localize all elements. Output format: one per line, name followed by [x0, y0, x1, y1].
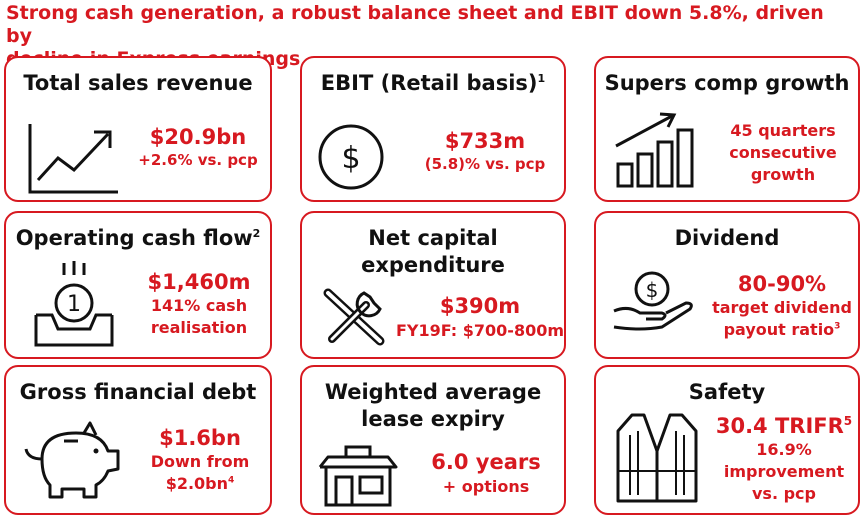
- card-net-capital-expenditure: Net capital expenditure $390m FY19F: $70…: [300, 211, 566, 359]
- card-detail-2: $2.0bn4: [130, 473, 270, 495]
- svg-text:$: $: [341, 141, 360, 176]
- slide-title-line-1: Strong cash generation, a robust balance…: [6, 2, 824, 47]
- card-title: Weighted average lease expiry: [302, 379, 564, 433]
- card-value: $1.6bn: [159, 426, 241, 450]
- card-detail-1: Down from: [150, 452, 250, 471]
- card-safety: Safety 30.4 TRIFR5 16.9% improvement vs.…: [594, 365, 860, 515]
- footnote-ref: 1: [537, 72, 546, 85]
- card-value-block: 80-90% target dividend payout ratio3: [704, 271, 860, 341]
- card-detail-3: vs. pcp: [752, 484, 816, 503]
- card-detail-2-text: $2.0bn: [165, 474, 229, 493]
- card-detail-2: consecutive: [729, 143, 837, 162]
- card-value-block: 45 quarters consecutive growth: [706, 120, 860, 186]
- card-value-text: 30.4 TRIFR: [715, 414, 844, 438]
- svg-text:1: 1: [67, 292, 81, 317]
- card-supers-comp-growth: Supers comp growth 45 quarters consecuti…: [594, 56, 860, 202]
- card-title: Operating cash flow2: [6, 225, 270, 252]
- card-title: Total sales revenue: [23, 71, 253, 95]
- growth-bar-chart-icon: [615, 112, 694, 188]
- card-title: Gross financial debt: [19, 380, 257, 404]
- card-title: Supers comp growth: [604, 71, 850, 95]
- card-detail-2: realisation: [150, 318, 248, 337]
- card-detail-2-text: payout ratio: [723, 320, 835, 339]
- card-detail-2: payout ratio3: [704, 319, 860, 341]
- card-detail-2: improvement: [723, 462, 845, 481]
- dollar-coin-icon: $: [318, 124, 384, 190]
- card-dividend: Dividend $ 80-90% target dividend payout…: [594, 211, 860, 359]
- card-detail: + options: [442, 477, 530, 496]
- card-value: 80-90%: [737, 272, 827, 296]
- card-value: $733m: [444, 129, 526, 153]
- card-detail-1: target dividend: [712, 298, 852, 317]
- safety-vest-icon: [616, 413, 698, 503]
- card-title: EBIT (Retail basis)1: [302, 70, 564, 97]
- card-value: 6.0 years: [431, 450, 541, 474]
- card-value-block: $1,460m 141% cash realisation: [128, 269, 270, 339]
- card-title-text: Operating cash flow: [15, 226, 253, 250]
- card-total-sales-revenue: Total sales revenue $20.9bn +2.6% vs. pc…: [4, 56, 272, 202]
- card-value-block: 6.0 years + options: [406, 449, 566, 499]
- card-title-line-1: Weighted average: [324, 380, 542, 404]
- card-value-block: 30.4 TRIFR5 16.9% improvement vs. pcp: [708, 413, 860, 505]
- card-value: $1,460m: [147, 270, 251, 294]
- card-value: $390m: [439, 294, 521, 318]
- card-value: $20.9bn: [149, 125, 247, 149]
- card-title: Safety: [688, 380, 766, 404]
- card-value-block: $20.9bn +2.6% vs. pcp: [126, 124, 270, 170]
- growth-line-chart-icon: [28, 124, 118, 194]
- card-title-text: EBIT (Retail basis): [320, 71, 538, 95]
- card-detail-1: 16.9%: [756, 440, 812, 459]
- card-ebit: EBIT (Retail basis)1 $ $733m (5.8)% vs. …: [300, 56, 566, 202]
- card-detail: (5.8)% vs. pcp: [424, 155, 546, 173]
- card-detail: +2.6% vs. pcp: [138, 151, 258, 169]
- card-value-block: $733m (5.8)% vs. pcp: [404, 128, 566, 174]
- card-value-block: $390m FY19F: $700-800m: [394, 293, 566, 343]
- footnote-ref: 5: [843, 414, 853, 428]
- footnote-ref: 3: [834, 321, 841, 332]
- piggy-bank-icon: [24, 421, 120, 499]
- card-title: Dividend: [674, 226, 780, 250]
- card-value-block: $1.6bn Down from $2.0bn4: [130, 425, 270, 495]
- wrench-screwdriver-icon: [323, 288, 385, 346]
- card-title-line-2: expenditure: [361, 253, 505, 277]
- card-detail: FY19F: $700-800m: [395, 321, 565, 340]
- card-gross-financial-debt: Gross financial debt $1.6bn Down from $2…: [4, 365, 272, 515]
- card-detail-3: growth: [750, 165, 816, 184]
- svg-text:$: $: [646, 278, 659, 302]
- footnote-ref: 2: [252, 227, 261, 240]
- card-title: Net capital expenditure: [302, 225, 564, 279]
- footnote-ref: 4: [228, 475, 235, 486]
- card-title-line-2: lease expiry: [361, 407, 505, 431]
- card-operating-cash-flow: Operating cash flow2 1 $1,460m 141% cash…: [4, 211, 272, 359]
- cash-drawer-coin-icon: 1: [34, 261, 114, 347]
- card-detail-1: 45 quarters: [730, 121, 836, 140]
- card-title-line-1: Net capital: [368, 226, 498, 250]
- card-weighted-average-lease-expiry: Weighted average lease expiry 6.0 years …: [300, 365, 566, 515]
- card-detail-1: 141% cash: [150, 296, 248, 315]
- card-value: 30.4 TRIFR5: [708, 413, 860, 439]
- store-icon: [318, 445, 398, 507]
- hand-holding-coin-icon: $: [613, 271, 693, 331]
